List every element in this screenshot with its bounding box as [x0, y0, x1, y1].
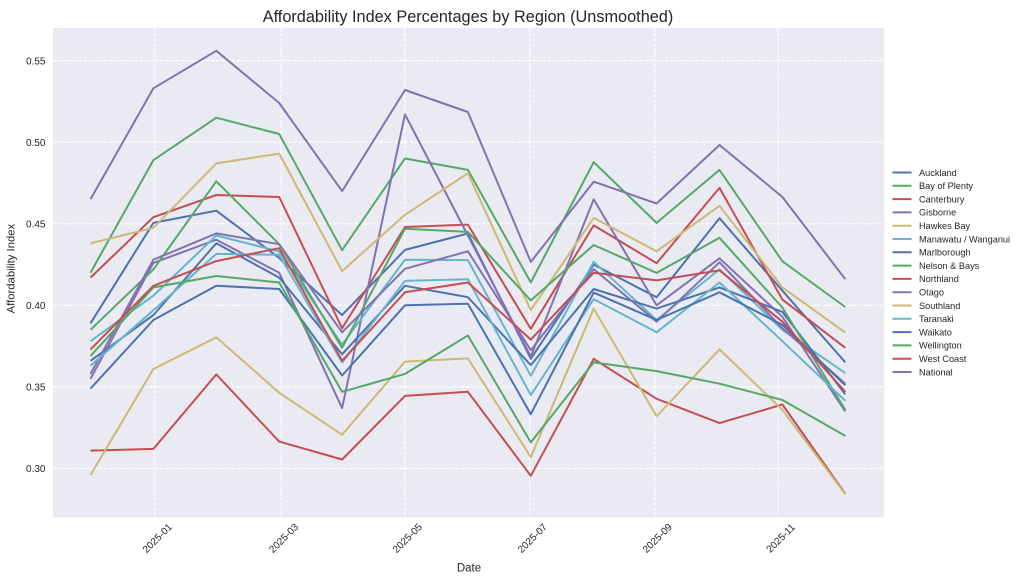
svg-text:0.30: 0.30 — [26, 464, 46, 475]
svg-text:Gisborne: Gisborne — [919, 208, 956, 218]
svg-text:Nelson & Bays: Nelson & Bays — [919, 261, 980, 271]
svg-text:Wellington: Wellington — [919, 341, 962, 351]
svg-text:2025-01: 2025-01 — [141, 522, 175, 556]
svg-text:West Coast: West Coast — [919, 354, 967, 364]
svg-text:Southland: Southland — [919, 301, 960, 311]
svg-text:2025-05: 2025-05 — [391, 522, 425, 556]
svg-text:Auckland: Auckland — [919, 168, 957, 178]
svg-text:Affordability Index Percentage: Affordability Index Percentages by Regio… — [263, 8, 674, 26]
svg-text:Manawatu / Wanganui: Manawatu / Wanganui — [919, 234, 1010, 244]
svg-text:0.40: 0.40 — [26, 301, 46, 312]
svg-text:Affordability Index: Affordability Index — [6, 223, 18, 313]
svg-text:Hawkes Bay: Hawkes Bay — [919, 221, 970, 231]
svg-text:2025-11: 2025-11 — [765, 522, 799, 556]
svg-text:0.45: 0.45 — [26, 220, 46, 231]
svg-text:Bay of Plenty: Bay of Plenty — [919, 181, 974, 191]
svg-text:0.50: 0.50 — [26, 138, 46, 149]
svg-text:Waikato: Waikato — [919, 327, 952, 337]
svg-text:2025-03: 2025-03 — [267, 522, 301, 556]
svg-text:0.55: 0.55 — [26, 56, 46, 67]
svg-text:2025-07: 2025-07 — [516, 522, 550, 556]
svg-text:Taranaki: Taranaki — [919, 314, 954, 324]
svg-text:0.35: 0.35 — [26, 383, 46, 394]
svg-text:Date: Date — [457, 563, 481, 575]
svg-text:National: National — [919, 367, 953, 377]
svg-text:Northland: Northland — [919, 274, 959, 284]
svg-text:Marlborough: Marlborough — [919, 248, 971, 258]
svg-text:Canterbury: Canterbury — [919, 194, 965, 204]
svg-text:2025-09: 2025-09 — [641, 522, 675, 556]
svg-text:Otago: Otago — [919, 288, 944, 298]
